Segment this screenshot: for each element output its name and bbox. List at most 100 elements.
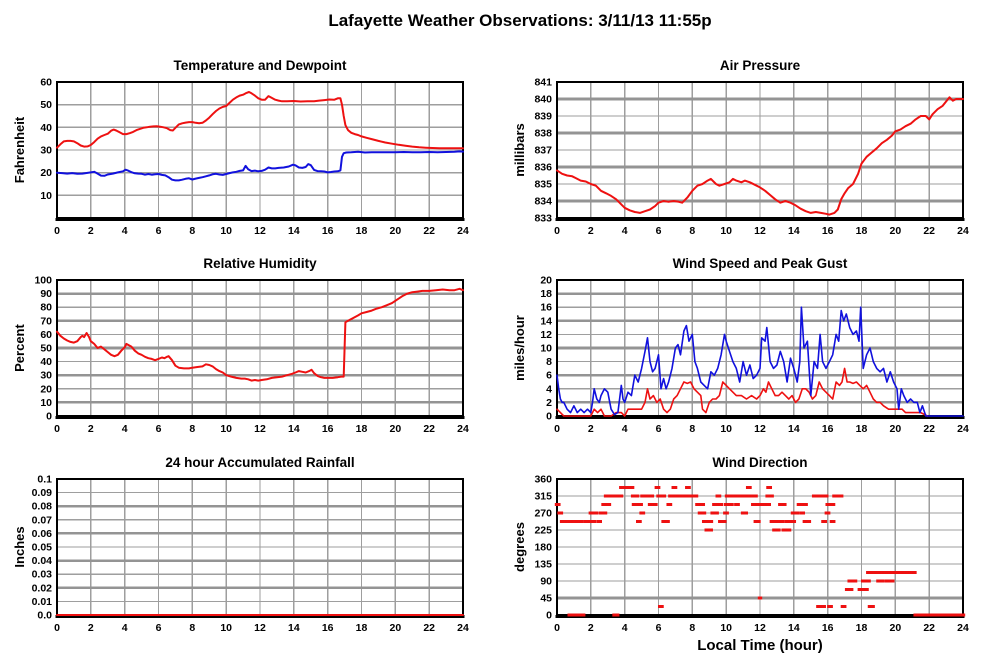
x-tick-label: 6 xyxy=(156,225,162,237)
direction-marker xyxy=(747,486,752,489)
x-tick-label: 24 xyxy=(957,423,969,435)
direction-marker xyxy=(831,520,836,523)
direction-marker xyxy=(825,511,831,515)
gridlines xyxy=(57,82,463,218)
x-tick-label: 4 xyxy=(622,423,628,435)
x-tick-label: 12 xyxy=(254,225,266,237)
x-tick-label: 10 xyxy=(220,622,232,634)
direction-marker xyxy=(716,494,722,498)
y-tick-label: 30 xyxy=(40,145,52,157)
y-tick-label: 0.07 xyxy=(32,514,53,526)
direction-marker xyxy=(822,520,827,523)
x-tick-label: 12 xyxy=(754,225,766,237)
x-tick-label: 8 xyxy=(689,225,695,237)
chart-title-pressure: Air Pressure xyxy=(720,58,801,73)
x-tick-label: 24 xyxy=(457,225,469,237)
y-tick-label: 360 xyxy=(534,474,552,486)
chart-title-humidity: Relative Humidity xyxy=(203,256,317,271)
x-tick-label: 22 xyxy=(923,225,935,237)
x-tick-label: 2 xyxy=(88,423,94,435)
direction-marker xyxy=(597,520,602,523)
y-axis-label-millibars: millibars xyxy=(512,123,527,176)
y-tick-label: 6 xyxy=(546,370,552,382)
x-tick-label: 14 xyxy=(788,622,800,634)
x-tick-label: 24 xyxy=(957,622,969,634)
direction-marker xyxy=(757,503,763,506)
direction-marker xyxy=(830,503,836,506)
x-tick-label: 18 xyxy=(356,622,368,634)
x-tick-label: 12 xyxy=(254,423,266,435)
direction-marker xyxy=(606,503,612,506)
direction-marker xyxy=(735,503,740,506)
direction-marker xyxy=(591,520,597,523)
direction-marker xyxy=(806,520,812,523)
direction-marker xyxy=(908,571,913,574)
chart-title-wind-direction: Wind Direction xyxy=(712,455,807,470)
x-tick-label: 22 xyxy=(923,622,935,634)
direction-marker xyxy=(839,494,844,498)
x-tick-label: 4 xyxy=(122,423,128,435)
y-tick-label: 40 xyxy=(40,122,52,134)
x-tick-label: 16 xyxy=(322,225,334,237)
direction-marker xyxy=(866,579,871,583)
y-tick-label: 8 xyxy=(546,356,552,368)
y-tick-label: 840 xyxy=(534,94,552,106)
x-tick-label: 20 xyxy=(889,423,901,435)
direction-marker xyxy=(638,503,643,506)
y-tick-label: 839 xyxy=(534,111,552,123)
direction-marker xyxy=(767,486,773,489)
direction-marker xyxy=(782,503,787,506)
direction-marker xyxy=(640,511,646,515)
direction-marker xyxy=(880,579,885,583)
direction-marker xyxy=(912,571,917,574)
direction-marker xyxy=(756,520,761,523)
direction-marker xyxy=(667,503,673,506)
y-tick-label: 135 xyxy=(534,559,552,571)
x-tick-label: 6 xyxy=(156,423,162,435)
direction-marker xyxy=(786,528,792,532)
x-tick-label: 16 xyxy=(822,622,834,634)
y-tick-label: 60 xyxy=(40,329,52,341)
gridlines xyxy=(57,280,463,416)
x-tick-label: 16 xyxy=(322,423,334,435)
y-tick-label: 834 xyxy=(534,196,552,208)
y-tick-label: 4 xyxy=(546,383,552,395)
x-tick-label: 4 xyxy=(122,622,128,634)
x-tick-label: 24 xyxy=(457,423,469,435)
direction-marker xyxy=(794,511,800,515)
x-tick-label: 6 xyxy=(656,622,662,634)
series-pressure xyxy=(556,96,964,216)
x-tick-label: 20 xyxy=(389,622,401,634)
y-axis-label-degrees: degrees xyxy=(512,522,527,572)
y-tick-label: 225 xyxy=(534,525,552,537)
y-tick-label: 0.06 xyxy=(32,528,53,540)
series-direction xyxy=(554,486,966,617)
direction-marker xyxy=(729,503,734,506)
direction-marker xyxy=(753,494,758,498)
x-tick-label: 22 xyxy=(423,622,435,634)
direction-marker xyxy=(558,511,564,515)
x-tick-label: 22 xyxy=(923,423,935,435)
direction-marker xyxy=(876,571,882,574)
x-tick-label: 10 xyxy=(220,423,232,435)
page-title: Lafayette Weather Observations: 3/11/13 … xyxy=(328,11,711,30)
x-tick-label: 2 xyxy=(588,622,594,634)
x-tick-label: 2 xyxy=(88,225,94,237)
y-tick-label: 838 xyxy=(534,128,552,140)
direction-marker xyxy=(724,511,729,515)
direction-marker xyxy=(766,503,771,506)
x-tick-label: 4 xyxy=(622,225,628,237)
direction-marker xyxy=(615,613,620,617)
direction-marker xyxy=(653,503,658,506)
direction-marker xyxy=(618,494,624,498)
direction-marker xyxy=(864,588,869,591)
y-tick-label: 0 xyxy=(546,411,552,423)
direction-marker xyxy=(890,579,895,583)
direction-marker xyxy=(661,494,667,498)
x-tick-label: 2 xyxy=(588,423,594,435)
x-tick-label: 8 xyxy=(189,225,195,237)
